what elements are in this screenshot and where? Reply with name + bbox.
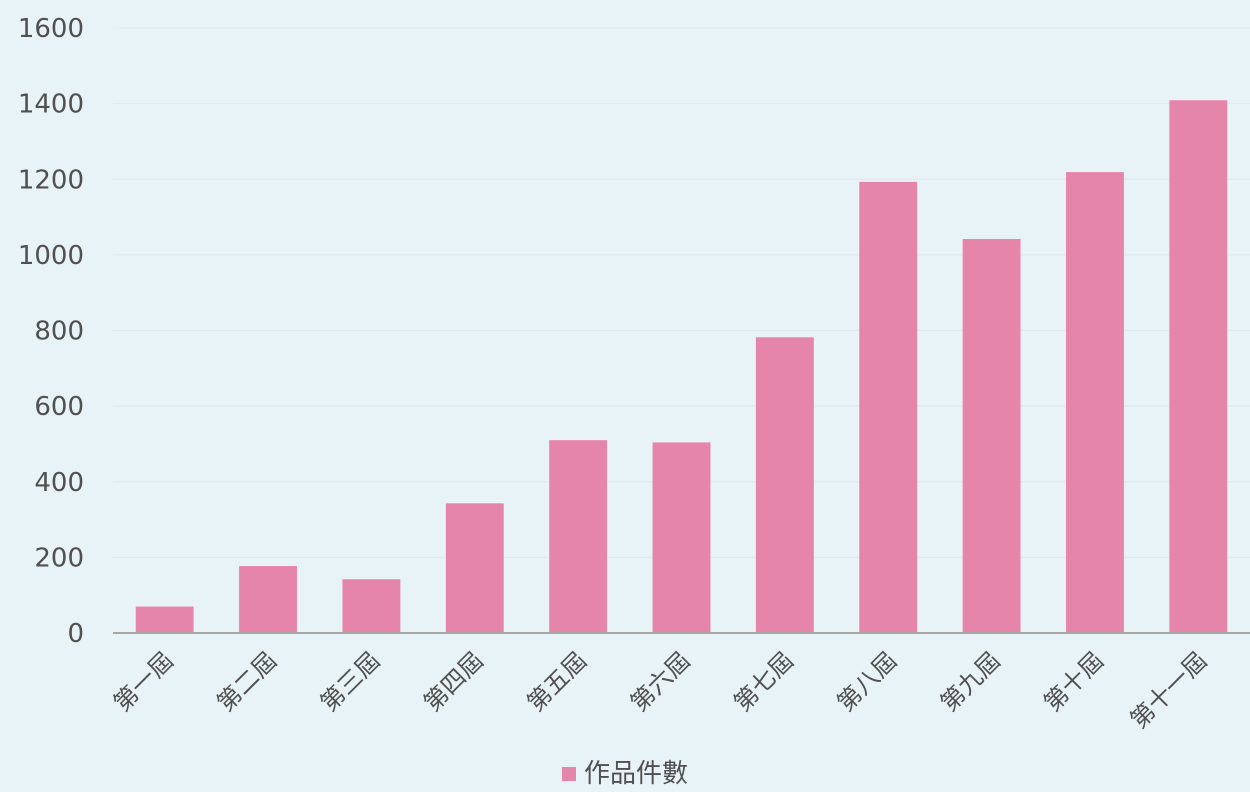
bar (342, 579, 401, 633)
x-tick-label: 第九屆 (935, 646, 1006, 717)
x-tick-label: 第一屆 (108, 646, 179, 717)
bar (755, 337, 814, 633)
bar (1066, 172, 1124, 634)
bar (962, 238, 1021, 633)
y-axis-ticks: 0 200 400 600 800 1000 1200 1400 1600 (18, 14, 84, 649)
x-tick-label: 第十一屆 (1125, 646, 1213, 734)
x-tick-label: 第二屆 (212, 646, 283, 717)
y-tick-label: 200 (34, 543, 84, 573)
legend: 作品件數 (0, 756, 1250, 792)
bar (1169, 100, 1228, 634)
y-tick-label: 600 (34, 392, 84, 422)
y-tick-label: 800 (34, 317, 84, 347)
bar (549, 440, 608, 633)
y-tick-label: 0 (67, 619, 84, 649)
x-tick-label: 第三屆 (315, 646, 386, 717)
x-tick-label: 第五屆 (522, 646, 593, 717)
x-tick-label: 第六屆 (625, 646, 696, 717)
y-tick-label: 1600 (18, 14, 84, 44)
x-tick-label: 第八屆 (832, 646, 903, 717)
legend-swatch (561, 767, 576, 781)
y-tick-label: 400 (34, 468, 84, 498)
bar (652, 442, 711, 633)
bars (135, 100, 1228, 634)
x-tick-label: 第七屆 (728, 646, 799, 717)
x-tick-label: 第四屆 (418, 646, 489, 717)
bar (445, 503, 504, 633)
x-axis-ticks: 第一屆 第二屆 第三屆 第四屆 第五屆 第六屆 第七屆 第八屆 第九屆 第十屆 第十一屆 (108, 646, 1212, 734)
gridlines (113, 27, 1250, 558)
bar (135, 606, 194, 633)
legend-label: 作品件數 (583, 759, 688, 789)
y-tick-label: 1200 (18, 165, 84, 195)
bar (859, 181, 918, 633)
y-tick-label: 1000 (18, 241, 84, 271)
x-tick-label: 第十屆 (1038, 646, 1109, 717)
y-tick-label: 1400 (18, 90, 84, 120)
bar (239, 566, 297, 633)
